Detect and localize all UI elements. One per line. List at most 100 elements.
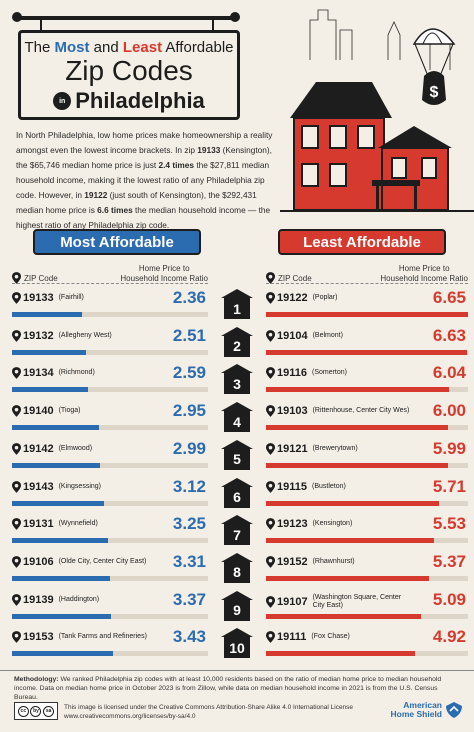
title-line-3: in Philadelphia (21, 88, 237, 114)
least-affordable-row: 19104 (Belmont) 6.63 (266, 325, 468, 357)
map-pin-icon (266, 272, 275, 284)
ratio-value: 5.71 (432, 476, 466, 496)
footer: Methodology: We ranked Philadelphia zip … (0, 670, 474, 732)
svg-text:$: $ (430, 84, 439, 101)
most-affordable-row: 19143 (Kingsessing) 3.12 (12, 476, 208, 508)
zip-code: 19107 (277, 595, 308, 608)
rank-house-icon: 10 (221, 628, 253, 659)
zip-code: 19111 (277, 631, 307, 644)
ratio-bar-track (266, 312, 468, 317)
least-affordable-row: 19122 (Poplar) 6.65 (266, 287, 468, 319)
ratio-bar-track (266, 613, 468, 619)
neighborhood-name: (Rhawnhurst) (312, 557, 355, 565)
shield-icon (446, 702, 462, 718)
rank-number: 5 (224, 448, 250, 470)
ratio-bar-track (12, 425, 208, 431)
hero-header: The Most and Least Affordable Zip Codes … (0, 0, 474, 120)
least-affordable-row: 19152 (Rhawnhurst) 5.37 (266, 551, 468, 583)
ranking-row: 19131 (Wynnefield) 3.25 7 19123 (Kensington) 5… (0, 513, 474, 546)
map-pin-icon (266, 405, 275, 417)
map-pin-icon (12, 272, 21, 284)
license-text: This image is licensed under the Creativ… (64, 704, 354, 720)
neighborhood-name: (Brewerytown) (312, 444, 358, 452)
ratio-value: 2.59 (172, 363, 206, 383)
least-affordable-row: 19103 (Rittenhouse, Center City Wes) 6.00 (266, 400, 468, 432)
map-pin-icon (266, 442, 275, 455)
neighborhood-name: (Bustleton) (311, 482, 346, 490)
rank-number: 3 (224, 373, 250, 395)
ratio-value: 2.95 (172, 401, 206, 421)
ratio-bar (266, 651, 416, 657)
zip-code: 19143 (23, 480, 54, 493)
most-affordable-row: 19142 (Elmwood) 2.99 (12, 438, 208, 470)
ratio-bar (266, 387, 450, 393)
neighborhood-name: (Rittenhouse, Center City Wes) (312, 407, 410, 415)
least-affordable-row: 19121 (Brewerytown) 5.99 (266, 438, 468, 470)
rank-number: 4 (224, 411, 250, 433)
map-pin-icon (12, 631, 21, 644)
ratio-header: Home Price to Household Income Ratio (120, 264, 208, 283)
rank-number: 7 (224, 524, 250, 546)
ratio-value: 6.00 (432, 401, 466, 421)
ratio-bar (12, 575, 110, 581)
ratio-bar (266, 349, 468, 355)
ratio-value: 2.99 (172, 438, 206, 458)
red-house-icon (280, 82, 474, 212)
rank-number: 10 (224, 637, 250, 659)
map-pin-icon (266, 595, 275, 608)
neighborhood-name: (Belmont) (312, 331, 343, 339)
ratio-bar-track (12, 312, 208, 317)
ranking-row: 19133 (Fairhill) 2.36 1 19122 (Poplar) 6.65 (0, 287, 474, 319)
neighborhood-name: (Richmond) (58, 369, 95, 377)
rank-house-icon: 1 (221, 289, 253, 319)
most-affordable-row: 19133 (Fairhill) 2.36 (12, 287, 208, 319)
title-least: Least (122, 39, 163, 56)
neighborhood-name: (Elmwood) (58, 444, 93, 452)
least-affordable-row: 19116 (Somerton) 6.04 (266, 362, 468, 394)
zip-code-header: ZIP Code (24, 273, 58, 283)
ratio-bar (266, 462, 448, 468)
ratio-bar (266, 425, 449, 431)
most-affordable-row: 19106 (Olde City, Center City East) 3.31 (12, 551, 208, 583)
ratio-value: 3.37 (172, 589, 206, 609)
map-pin-icon (266, 367, 275, 380)
ratio-bar (266, 500, 440, 506)
ratio-bar (266, 538, 434, 544)
neighborhood-name: (Tank Farms and Refineries) (58, 633, 147, 641)
ratio-value: 5.37 (432, 551, 466, 571)
ratio-bar-track (266, 425, 468, 431)
sign-hook (40, 20, 42, 30)
map-pin-icon (266, 292, 275, 304)
ratio-bar-track (266, 349, 468, 355)
rank-house-icon: 8 (221, 552, 253, 583)
ratio-value: 6.65 (432, 288, 466, 307)
license-link[interactable]: www.creativecommons.org/licenses/by-sa/4… (64, 713, 196, 720)
ranking-row: 19106 (Olde City, Center City East) 3.31 8 1… (0, 551, 474, 583)
ratio-bar (12, 651, 114, 657)
rank-number: 9 (224, 599, 250, 621)
neighborhood-name: (Kensington) (312, 520, 353, 528)
neighborhood-name: (Allegheny West) (58, 331, 112, 339)
map-pin-icon (266, 518, 275, 531)
ratio-bar (12, 387, 89, 393)
ratio-value: 6.63 (432, 325, 466, 345)
ratio-bar-track (12, 387, 208, 393)
most-affordable-row: 19134 (Richmond) 2.59 (12, 362, 208, 394)
zip-code: 19123 (277, 518, 308, 531)
map-pin-icon (266, 631, 275, 644)
most-affordable-row: 19140 (Tioga) 2.95 (12, 400, 208, 432)
zip-code: 19115 (277, 480, 307, 493)
title-sign: The Most and Least Affordable Zip Codes … (18, 30, 240, 120)
ratio-bar-track (12, 349, 208, 355)
most-affordable-column-header: ZIP Code Home Price to Household Income R… (12, 264, 208, 284)
map-pin-icon (12, 405, 21, 417)
neighborhood-name: (Kingsessing) (58, 482, 102, 490)
ratio-bar-track (266, 387, 468, 393)
zip-code: 19121 (277, 442, 308, 455)
ratio-bar-track (12, 538, 208, 544)
map-pin-icon (12, 593, 21, 606)
least-affordable-row: 19107 (Washington Square, Center City Eas… (266, 589, 468, 621)
map-pin-icon (12, 556, 21, 568)
ratio-value: 5.09 (432, 589, 466, 609)
map-pin-icon (12, 292, 21, 304)
